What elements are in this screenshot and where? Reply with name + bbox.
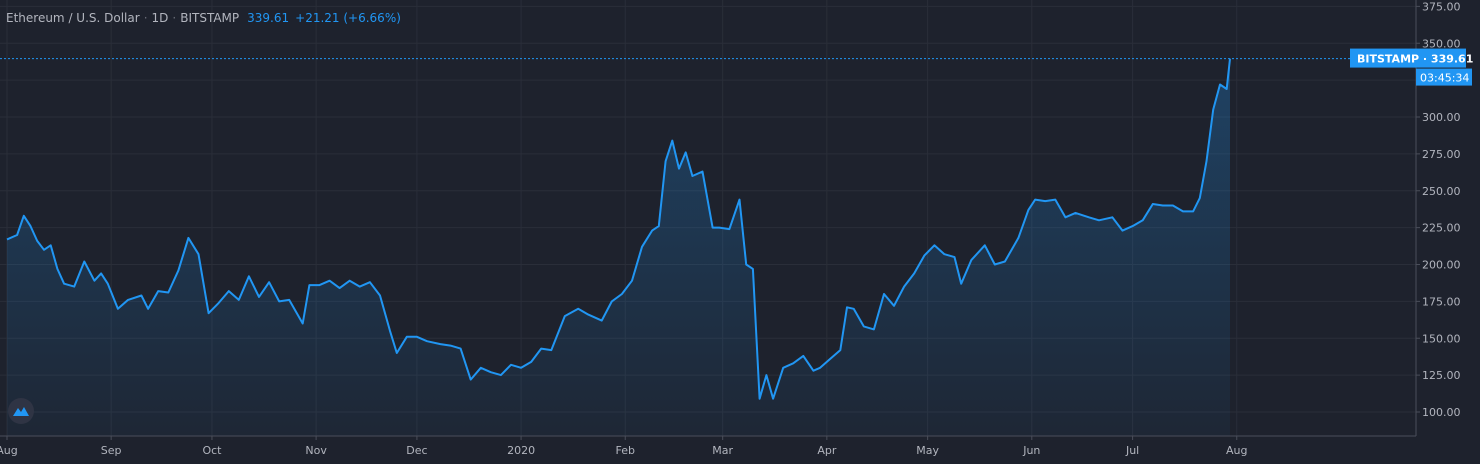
price-line (6, 58, 1231, 400)
time-tick-label: Feb (615, 444, 634, 457)
price-tick-label: 225.00 (1422, 222, 1461, 235)
symbol-legend[interactable]: Ethereum / U.S. Dollar · 1D · BITSTAMP 339.61… (6, 11, 401, 25)
last-price-separator: · (1419, 53, 1431, 66)
countdown-label-bg (1416, 68, 1472, 86)
logo-glyph (13, 407, 29, 416)
exchange-label: BITSTAMP (180, 11, 240, 25)
price-tick-label: 350.00 (1422, 37, 1461, 50)
last-price-value: 339.61 (247, 11, 290, 25)
price-tick-label: 200.00 (1422, 259, 1461, 272)
time-tick-label: Jun (1022, 444, 1040, 457)
interval-label: 1D (151, 11, 169, 25)
price-tick-label: 175.00 (1422, 295, 1461, 308)
time-tick-label: May (916, 444, 939, 457)
time-tick-label: Nov (305, 444, 327, 457)
price-tick-label: 100.00 (1422, 406, 1461, 419)
legend-separator: · (172, 11, 177, 25)
price-tick-label: 275.00 (1422, 148, 1461, 161)
tradingview-logo-icon[interactable] (8, 398, 34, 424)
symbol-name: Ethereum / U.S. Dollar (6, 11, 140, 25)
last-price-label-text: BITSTAMP · 339.61 (1357, 53, 1473, 66)
last-price-exchange: BITSTAMP (1357, 53, 1419, 66)
time-tick-label: Aug (0, 444, 18, 457)
time-tick-label: Oct (202, 444, 222, 457)
time-axis[interactable]: Aug Sep Oct Nov Dec 2020 Feb Mar Apr May Jun Jul Aug (0, 436, 1248, 457)
price-tick-label: 250.00 (1422, 185, 1461, 198)
price-tick-label: 125.00 (1422, 369, 1461, 382)
last-price-label: BITSTAMP · 339.61 03:45:34 (1350, 48, 1473, 86)
time-tick-label: Mar (712, 444, 733, 457)
time-tick-label: Apr (817, 444, 837, 457)
last-price-value: 339.61 (1431, 53, 1473, 66)
time-tick-label: Aug (1226, 444, 1247, 457)
legend-separator: · (143, 11, 148, 25)
last-price-label-bg (1350, 48, 1466, 68)
price-tick-label: 375.00 (1422, 0, 1461, 13)
time-tick-label: Sep (101, 444, 122, 457)
price-axis[interactable]: 100.00 125.00 150.00 175.00 200.00 225.00 250.… (1416, 0, 1461, 419)
price-tick-label: 300.00 (1422, 111, 1461, 124)
countdown-label: 03:45:34 (1420, 72, 1469, 85)
price-area-fill (7, 58, 1230, 436)
time-tick-label: Dec (406, 444, 427, 457)
price-tick-label: 150.00 (1422, 332, 1461, 345)
time-tick-label: 2020 (507, 444, 535, 457)
time-tick-label: Jul (1125, 444, 1139, 457)
price-change: +21.21 (+6.66%) (295, 11, 401, 25)
